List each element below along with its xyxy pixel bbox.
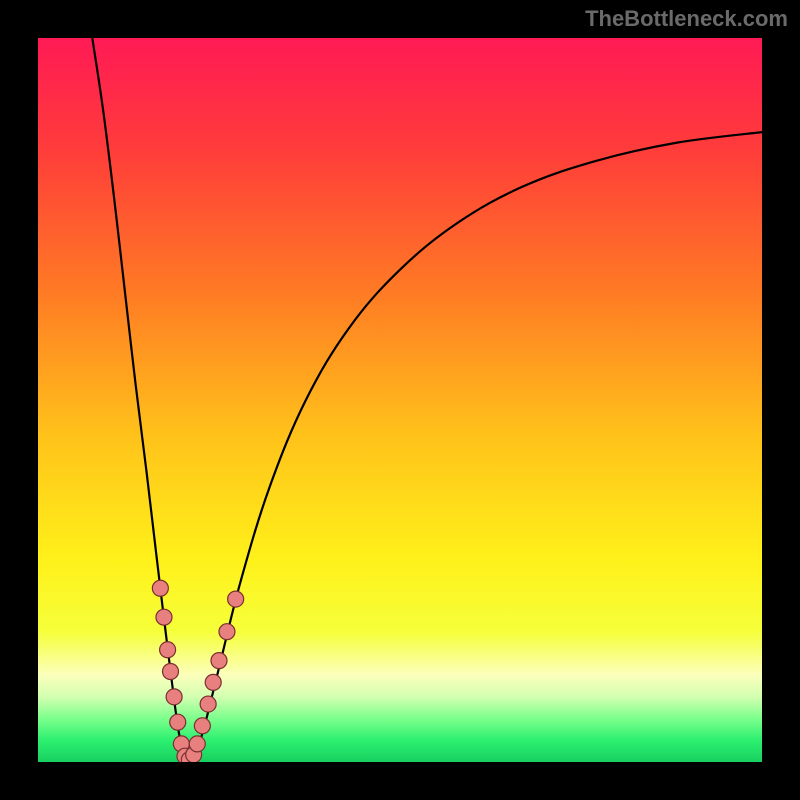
marker-dot [200,696,216,712]
plot-area [38,38,762,762]
marker-dot [211,653,227,669]
marker-dot [170,714,186,730]
marker-dot [162,664,178,680]
marker-dot [228,591,244,607]
watermark-text: TheBottleneck.com [585,6,788,32]
marker-dot [219,624,235,640]
marker-dot [189,736,205,752]
marker-dot [160,642,176,658]
curve-right-branch [188,132,762,762]
marker-dot [156,609,172,625]
marker-dot [152,580,168,596]
marker-group [152,580,243,762]
marker-dot [205,674,221,690]
marker-dot [166,689,182,705]
chart-container: TheBottleneck.com [0,0,800,800]
marker-dot [194,718,210,734]
curve-layer [38,38,762,762]
